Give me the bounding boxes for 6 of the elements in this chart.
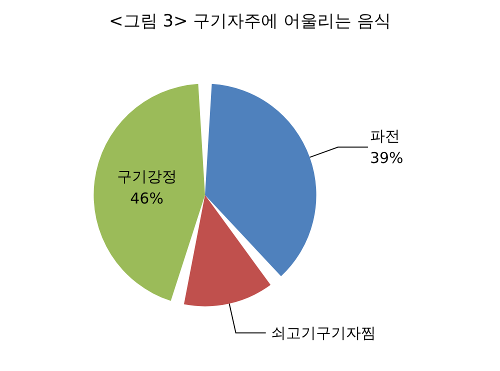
slice-label: 쇠고기구기자찜: [270, 324, 376, 342]
data-label: 46%: [130, 190, 164, 208]
chart-title: <그림 3> 구기자주에 어울리는 음식: [109, 12, 391, 32]
slice-label: 구기강정: [116, 168, 177, 186]
slice-label: 파전: [370, 127, 400, 146]
data-label: 39%: [370, 149, 404, 168]
